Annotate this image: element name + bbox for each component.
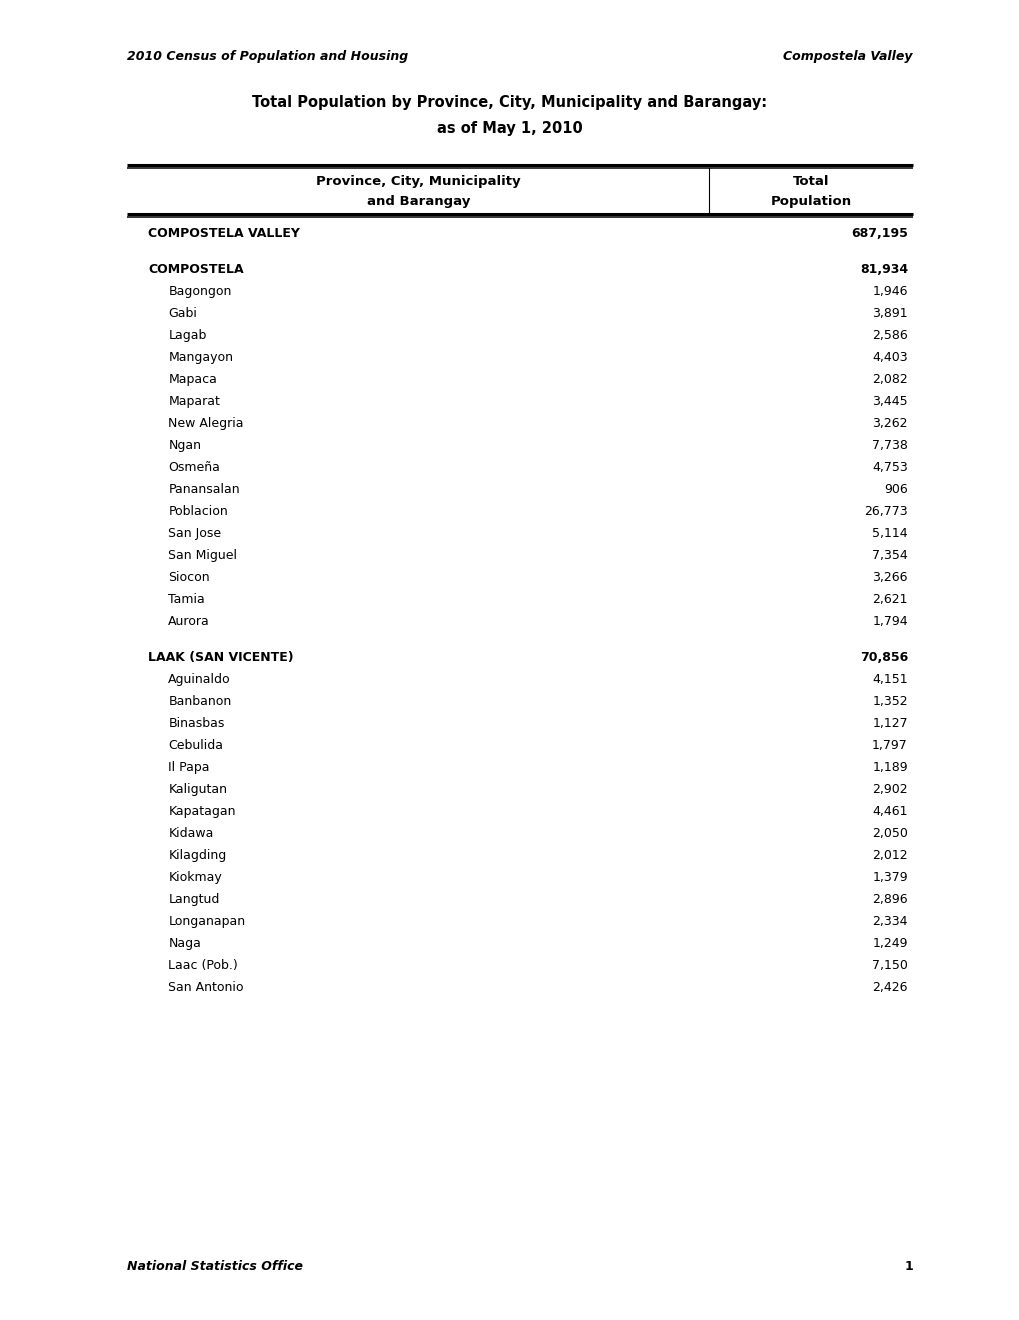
Text: 3,891: 3,891	[871, 308, 907, 319]
Text: COMPOSTELA: COMPOSTELA	[148, 263, 244, 276]
Text: Naga: Naga	[168, 937, 201, 950]
Text: 4,461: 4,461	[871, 805, 907, 818]
Text: Laac (Pob.): Laac (Pob.)	[168, 960, 237, 972]
Text: 1,946: 1,946	[871, 285, 907, 298]
Text: Banbanon: Banbanon	[168, 696, 231, 708]
Text: COMPOSTELA VALLEY: COMPOSTELA VALLEY	[148, 227, 300, 240]
Text: 2,586: 2,586	[871, 329, 907, 342]
Text: Tamia: Tamia	[168, 593, 205, 606]
Text: 3,445: 3,445	[871, 395, 907, 408]
Text: 4,151: 4,151	[871, 673, 907, 686]
Text: 7,738: 7,738	[871, 440, 907, 451]
Text: 1,127: 1,127	[871, 717, 907, 730]
Text: 1,352: 1,352	[871, 696, 907, 708]
Text: 1,189: 1,189	[871, 762, 907, 774]
Text: Aurora: Aurora	[168, 615, 210, 628]
Text: and Barangay: and Barangay	[366, 195, 470, 209]
Text: Bagongon: Bagongon	[168, 285, 231, 298]
Text: Binasbas: Binasbas	[168, 717, 224, 730]
Text: Poblacion: Poblacion	[168, 506, 228, 517]
Text: Gabi: Gabi	[168, 308, 197, 319]
Text: 81,934: 81,934	[859, 263, 907, 276]
Text: 2,896: 2,896	[871, 894, 907, 906]
Text: 70,856: 70,856	[859, 651, 907, 664]
Text: 2,334: 2,334	[871, 915, 907, 928]
Text: Maparat: Maparat	[168, 395, 220, 408]
Text: 7,354: 7,354	[871, 549, 907, 562]
Text: 2,621: 2,621	[871, 593, 907, 606]
Text: Aguinaldo: Aguinaldo	[168, 673, 230, 686]
Text: 1,794: 1,794	[871, 615, 907, 628]
Text: 687,195: 687,195	[850, 227, 907, 240]
Text: Province, City, Municipality: Province, City, Municipality	[316, 176, 520, 187]
Text: Kapatagan: Kapatagan	[168, 805, 235, 818]
Text: Osmeña: Osmeña	[168, 461, 220, 474]
Text: New Alegria: New Alegria	[168, 417, 244, 430]
Text: Longanapan: Longanapan	[168, 915, 246, 928]
Text: Mapaca: Mapaca	[168, 374, 217, 385]
Text: San Jose: San Jose	[168, 527, 221, 540]
Text: 2,050: 2,050	[871, 828, 907, 840]
Text: Kaligutan: Kaligutan	[168, 783, 227, 796]
Text: Il Papa: Il Papa	[168, 762, 210, 774]
Text: 906: 906	[883, 483, 907, 496]
Text: LAAK (SAN VICENTE): LAAK (SAN VICENTE)	[148, 651, 293, 664]
Text: 2,902: 2,902	[871, 783, 907, 796]
Text: National Statistics Office: National Statistics Office	[127, 1261, 304, 1272]
Text: 7,150: 7,150	[871, 960, 907, 972]
Text: 2,012: 2,012	[871, 849, 907, 862]
Text: 1,379: 1,379	[871, 871, 907, 884]
Text: Kidawa: Kidawa	[168, 828, 213, 840]
Text: as of May 1, 2010: as of May 1, 2010	[437, 121, 582, 136]
Text: 3,262: 3,262	[871, 417, 907, 430]
Text: Total: Total	[792, 176, 828, 187]
Text: Cebulida: Cebulida	[168, 739, 223, 752]
Text: 26,773: 26,773	[863, 506, 907, 517]
Text: Lagab: Lagab	[168, 329, 207, 342]
Text: 4,753: 4,753	[871, 461, 907, 474]
Text: 3,266: 3,266	[871, 572, 907, 583]
Text: Kiokmay: Kiokmay	[168, 871, 222, 884]
Text: San Miguel: San Miguel	[168, 549, 237, 562]
Text: Compostela Valley: Compostela Valley	[783, 50, 912, 63]
Text: 1: 1	[903, 1261, 912, 1272]
Text: 1,797: 1,797	[871, 739, 907, 752]
Text: Panansalan: Panansalan	[168, 483, 239, 496]
Text: 4,403: 4,403	[871, 351, 907, 364]
Text: 5,114: 5,114	[871, 527, 907, 540]
Text: San Antonio: San Antonio	[168, 981, 244, 994]
Text: Siocon: Siocon	[168, 572, 210, 583]
Text: Kilagding: Kilagding	[168, 849, 226, 862]
Text: 2,426: 2,426	[871, 981, 907, 994]
Text: Langtud: Langtud	[168, 894, 219, 906]
Text: 2010 Census of Population and Housing: 2010 Census of Population and Housing	[127, 50, 409, 63]
Text: Mangayon: Mangayon	[168, 351, 233, 364]
Text: Ngan: Ngan	[168, 440, 201, 451]
Text: Total Population by Province, City, Municipality and Barangay:: Total Population by Province, City, Muni…	[252, 95, 767, 110]
Text: 1,249: 1,249	[871, 937, 907, 950]
Text: 2,082: 2,082	[871, 374, 907, 385]
Text: Population: Population	[769, 195, 851, 209]
